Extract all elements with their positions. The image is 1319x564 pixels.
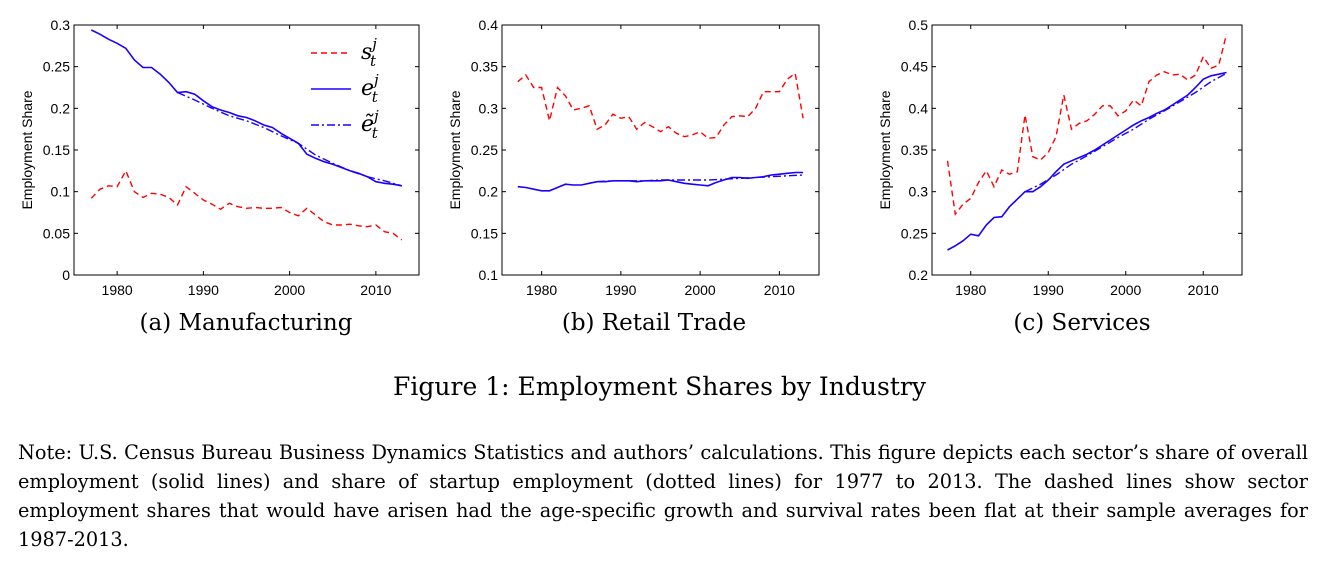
y-tick-label: 0.4 [909, 100, 929, 116]
x-tick-label: 1980 [102, 282, 133, 298]
chart-retail-trade: 0.1 0.15 0.2 0.25 0.3 0.35 0.4 1980 1990 2000 2010… [447, 17, 820, 298]
x-tick-label: 2010 [764, 282, 795, 298]
y-tick-label: 0.25 [471, 142, 498, 158]
series-line-dashed [90, 169, 403, 241]
y-tick-label: 0 [62, 267, 70, 283]
y-tick-label: 0.3 [909, 184, 929, 200]
y-tick-label: 0.35 [471, 59, 498, 75]
chart-panel-services: 0.2 0.25 0.3 0.35 0.4 0.45 0.5 1980 1990 2000 2010… [872, 8, 1292, 308]
y-tick-label: 0.1 [51, 184, 71, 200]
x-tick-label: 2000 [274, 282, 305, 298]
y-tick-label: 0.15 [43, 142, 70, 158]
y-tick-label: 0.15 [471, 225, 498, 241]
chart-services: 0.2 0.25 0.3 0.35 0.4 0.45 0.5 1980 1990 2000 2010… [877, 17, 1243, 298]
series-line-solid [90, 29, 402, 187]
y-tick-label: 0.25 [43, 59, 70, 75]
caption-manufacturing: (a) Manufacturing [139, 310, 353, 336]
legend-label: ẽj t [361, 107, 379, 142]
y-axis-label: Employment Share [877, 90, 893, 209]
x-tick-label: 1990 [1033, 282, 1064, 298]
series-line-dashed [517, 72, 804, 140]
chart-panel-retail: 0.1 0.15 0.2 0.25 0.3 0.35 0.4 1980 1990 2000 2010… [442, 8, 862, 308]
chart-panel-manufacturing: 0 0.05 0.1 0.15 0.2 0.25 0.3 1980 1990 2000 2010 Em… [14, 8, 434, 308]
y-tick-label: 0.25 [901, 225, 928, 241]
legend-label: sj t [361, 35, 377, 70]
chart-manufacturing: 0 0.05 0.1 0.15 0.2 0.25 0.3 1980 1990 2000 2010 Em… [19, 17, 420, 298]
y-tick-label: 0.3 [479, 100, 499, 116]
y-tick-label: 0.05 [43, 225, 70, 241]
x-tick-label: 2010 [1188, 282, 1219, 298]
y-tick-label: 0.2 [479, 184, 499, 200]
figure-title: Figure 1: Employment Shares by Industry [393, 372, 926, 401]
x-tick-label: 2000 [685, 282, 716, 298]
y-tick-label: 0.5 [909, 17, 929, 33]
x-tick-label: 2010 [360, 282, 391, 298]
y-axis-label: Employment Share [447, 90, 463, 209]
figure-note: Note: U.S. Census Bureau Business Dynami… [18, 441, 1308, 551]
x-tick-label: 1980 [526, 282, 557, 298]
y-tick-label: 0.35 [901, 142, 928, 158]
y-tick-label: 0.2 [51, 100, 71, 116]
plot-frame [501, 24, 820, 276]
x-tick-label: 1990 [188, 282, 219, 298]
x-tick-label: 1990 [605, 282, 636, 298]
y-tick-label: 0.1 [479, 267, 499, 283]
y-tick-label: 0.2 [909, 267, 929, 283]
series-line-dashdot [597, 174, 804, 183]
series-line-solid [947, 71, 1227, 251]
caption-retail-trade: (b) Retail Trade [561, 310, 747, 336]
y-tick-label: 0.4 [479, 17, 499, 33]
y-tick-label: 0.45 [901, 59, 928, 75]
caption-services: (c) Services [1013, 310, 1151, 336]
x-tick-label: 2000 [1110, 282, 1141, 298]
y-tick-label: 0.3 [51, 17, 71, 33]
x-tick-label: 1980 [955, 282, 986, 298]
series-line-dashdot [1024, 72, 1227, 193]
y-axis-label: Employment Share [19, 90, 35, 209]
legend-label: ej t [361, 71, 379, 106]
series-line-dashed [946, 34, 1228, 216]
plot-frame [931, 24, 1243, 276]
series-line-solid [517, 171, 804, 192]
